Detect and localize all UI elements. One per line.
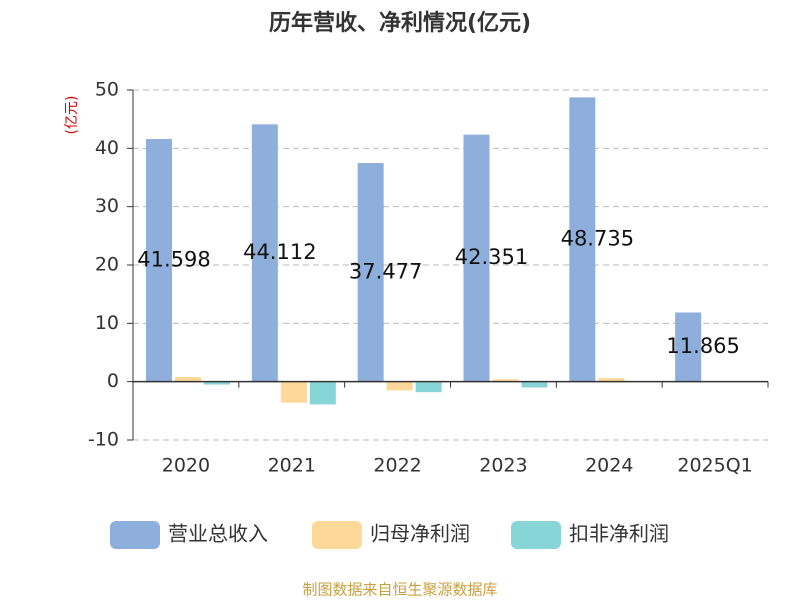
footer: 制图数据来自恒生聚源数据库 [302,581,497,599]
legend-label: 扣非净利润 [569,522,669,546]
data-label: 41.598 [137,247,210,271]
y-tick-label: 30 [95,195,119,217]
data-label: 11.865 [666,334,739,358]
x-tick-label: 2020 [162,455,210,477]
bar [251,124,278,382]
legend-label: 归母净利润 [370,522,470,546]
bar [386,381,413,391]
x-tick-label: 2021 [268,455,316,477]
data-label: 48.735 [561,227,634,251]
bar [204,381,230,385]
bar [175,377,201,382]
bar [521,381,548,388]
data-label: 44.112 [243,240,316,264]
x-tick-label: 2023 [479,455,527,477]
y-tick-label: -10 [88,429,119,451]
y-tick-label: 10 [95,312,119,334]
x-tick-label: 2024 [585,455,633,477]
legend-swatch [511,521,561,549]
y-tick-label: 20 [95,254,119,276]
bar [415,381,442,393]
x-tick-label: 2022 [373,455,421,477]
bar [492,379,519,382]
bar [569,97,596,382]
y-axis-label: (亿元) [64,96,80,135]
bar [463,134,490,382]
legend-swatch [312,521,362,549]
bar [309,381,336,405]
chart-title: 历年营收、净利情况(亿元) [269,10,531,36]
bar [280,381,307,403]
y-tick-label: 0 [107,370,119,392]
legend-swatch [110,521,160,549]
x-tick-label: 2025Q1 [677,455,752,477]
legend-label: 营业总收入 [168,522,268,546]
data-label: 42.351 [455,245,528,269]
bar [598,378,625,382]
bar [675,312,702,382]
data-label: 37.477 [349,259,422,283]
bar [357,163,384,382]
y-tick-label: 50 [95,79,119,101]
bar [146,139,172,382]
y-tick-label: 40 [95,137,119,159]
